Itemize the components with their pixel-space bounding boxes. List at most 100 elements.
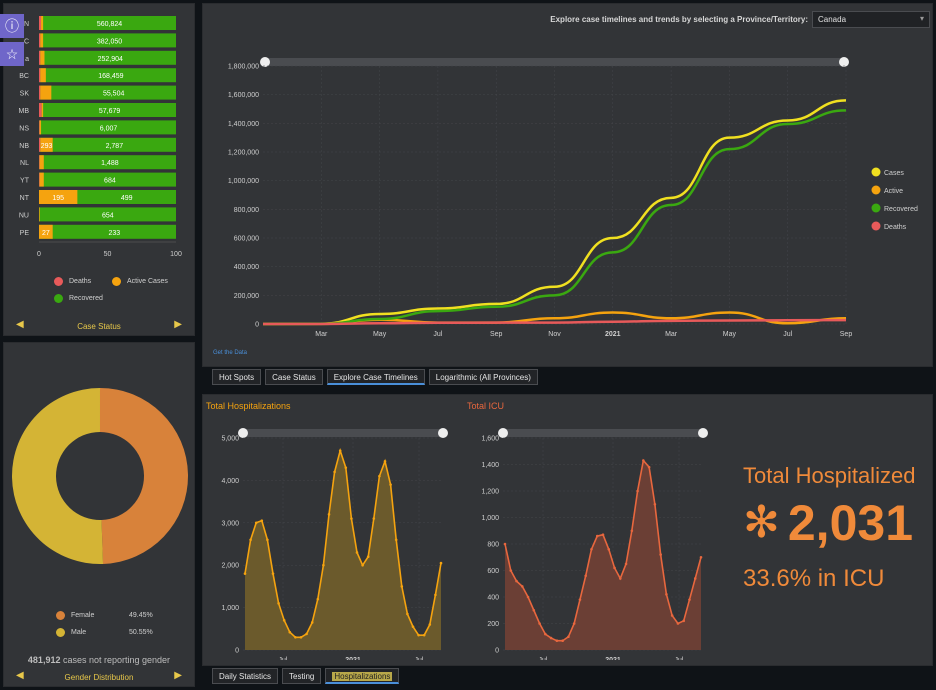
data-point xyxy=(417,633,420,637)
bottom-tabbar: Daily Statistics Testing Hospitalization… xyxy=(212,668,400,684)
range-slider-handle-end xyxy=(438,428,448,438)
data-point xyxy=(595,534,599,538)
bar-recovered xyxy=(39,85,176,100)
bar-deaths xyxy=(39,120,40,135)
donut-slice-female[interactable] xyxy=(100,388,189,564)
data-point xyxy=(503,542,507,546)
kpi-value: 2,031 xyxy=(787,495,913,551)
data-point xyxy=(434,593,437,597)
row-label: NT xyxy=(20,195,30,202)
data-point xyxy=(305,632,308,636)
bar-recovered-label: 55,504 xyxy=(103,91,125,98)
timeline-chart: 0 200,000 400,000 600,000 800,000 1,000,000 1,… xyxy=(228,57,918,338)
bar-active xyxy=(40,68,46,83)
timeline-panel: Explore case timelines and trends by sel… xyxy=(202,3,933,367)
data-point xyxy=(383,460,387,463)
data-point xyxy=(613,566,616,570)
y-tick-label: 200,000 xyxy=(234,293,259,300)
male-swatch xyxy=(56,628,65,637)
data-point xyxy=(428,623,432,626)
y-tick-label: 1,400,000 xyxy=(228,121,259,128)
bar-active-label: 195 xyxy=(52,195,64,202)
bar-active xyxy=(40,85,52,100)
tab-case-status[interactable]: Case Status xyxy=(265,369,323,385)
data-point xyxy=(653,502,657,506)
series-line-deaths xyxy=(262,318,847,326)
data-point xyxy=(544,632,547,636)
tab-hot-spots[interactable]: Hot Spots xyxy=(212,369,262,385)
series-line-recovered xyxy=(262,109,847,326)
bar-recovered-label: 560,824 xyxy=(97,21,122,28)
data-point xyxy=(294,635,297,639)
y-tick-label: 400 xyxy=(487,595,499,602)
bar-recovered-label: 57,679 xyxy=(99,108,121,115)
case-status-panel: N 560,824 C 382,050 a 252,904 BC 168,459 SK 55,50… xyxy=(3,3,195,336)
tab-hospitalizations[interactable]: Hospitalizations xyxy=(325,668,400,684)
data-point xyxy=(361,563,364,567)
data-point xyxy=(538,622,541,625)
legend-deaths: Deaths xyxy=(54,277,91,286)
bar-recovered-label: 684 xyxy=(104,178,116,185)
bar-active-label: 293 xyxy=(41,143,53,150)
legend-male: Male 50.55% xyxy=(56,628,153,637)
not-reporting-note: 481,912 cases not reporting gender xyxy=(27,655,171,665)
data-point xyxy=(567,635,570,639)
data-point xyxy=(327,513,331,516)
legend-label-active: Active xyxy=(884,188,903,195)
x-tick-label: Jul xyxy=(279,657,288,660)
bar-recovered xyxy=(39,68,176,83)
bar-recovered-label: 1,488 xyxy=(101,160,119,167)
row-label: PE xyxy=(20,230,30,237)
bar-recovered-label: 6,007 xyxy=(100,125,118,132)
tab-testing[interactable]: Testing xyxy=(282,668,322,684)
info-button[interactable]: ⓘ xyxy=(0,14,24,38)
bar-deaths xyxy=(39,50,41,65)
gender-prev-arrow[interactable]: ◀ xyxy=(16,670,24,681)
range-slider-track xyxy=(263,58,846,66)
next-arrow[interactable]: ▶ xyxy=(174,319,182,330)
y-tick-label: 600,000 xyxy=(234,236,259,243)
hospitalization-panel: Total Hospitalizations Total ICU 0 1,000 2… xyxy=(202,394,933,666)
y-tick-label: 5,000 xyxy=(221,436,239,443)
favorites-button[interactable]: ☆ xyxy=(0,42,24,66)
bar-active xyxy=(39,155,44,170)
icu-chart: 0 200 400 600 800 1,000 1,200 1,400 1,600 Jul 2021… xyxy=(481,428,708,660)
x-tick-label: 2021 xyxy=(605,331,621,338)
legend-recovered: Recovered xyxy=(54,294,103,303)
legend-swatch-active xyxy=(871,185,881,195)
tab-daily-statistics[interactable]: Daily Statistics xyxy=(212,668,279,684)
hosp-chart-title: Total Hospitalizations xyxy=(206,401,291,411)
tab-logarithmic[interactable]: Logarithmic (All Provinces) xyxy=(428,369,538,385)
bar-active xyxy=(39,207,40,222)
x-tick-label: Sep xyxy=(490,331,503,338)
data-point xyxy=(642,459,645,462)
range-slider-handle-start xyxy=(498,428,508,438)
prev-arrow[interactable]: ◀ xyxy=(16,319,24,330)
x-tick-label: 2021 xyxy=(605,657,621,660)
data-point xyxy=(601,533,605,537)
bar-recovered xyxy=(39,137,176,152)
province-prompt: Explore case timelines and trends by sel… xyxy=(550,15,808,24)
data-point xyxy=(394,538,398,542)
bar-recovered-label: 499 xyxy=(121,195,133,202)
tab-explore-timelines[interactable]: Explore Case Timelines xyxy=(326,369,425,385)
bar-active xyxy=(39,190,78,204)
row-label: a xyxy=(25,56,29,63)
data-point xyxy=(338,449,342,453)
bar-active xyxy=(39,224,53,239)
x-tick-label: Sep xyxy=(840,331,853,338)
row-label: C xyxy=(24,38,29,45)
x-tick-label: Jul xyxy=(415,657,424,660)
data-point xyxy=(515,579,518,583)
series-line-cases xyxy=(262,99,847,326)
donut-slice-male[interactable] xyxy=(12,388,104,564)
bar-active xyxy=(39,120,42,135)
bar-deaths xyxy=(39,172,40,187)
get-data-link[interactable]: Get the Data xyxy=(213,350,248,356)
range-slider-handle-start xyxy=(260,57,270,67)
province-select[interactable]: Canada ▾ xyxy=(812,11,930,28)
data-point xyxy=(659,553,662,556)
bar-deaths xyxy=(39,85,41,100)
gender-next-arrow[interactable]: ▶ xyxy=(174,670,182,681)
case-status-chart: N 560,824 C 382,050 a 252,904 BC 168,459 SK 55,50… xyxy=(19,16,182,258)
